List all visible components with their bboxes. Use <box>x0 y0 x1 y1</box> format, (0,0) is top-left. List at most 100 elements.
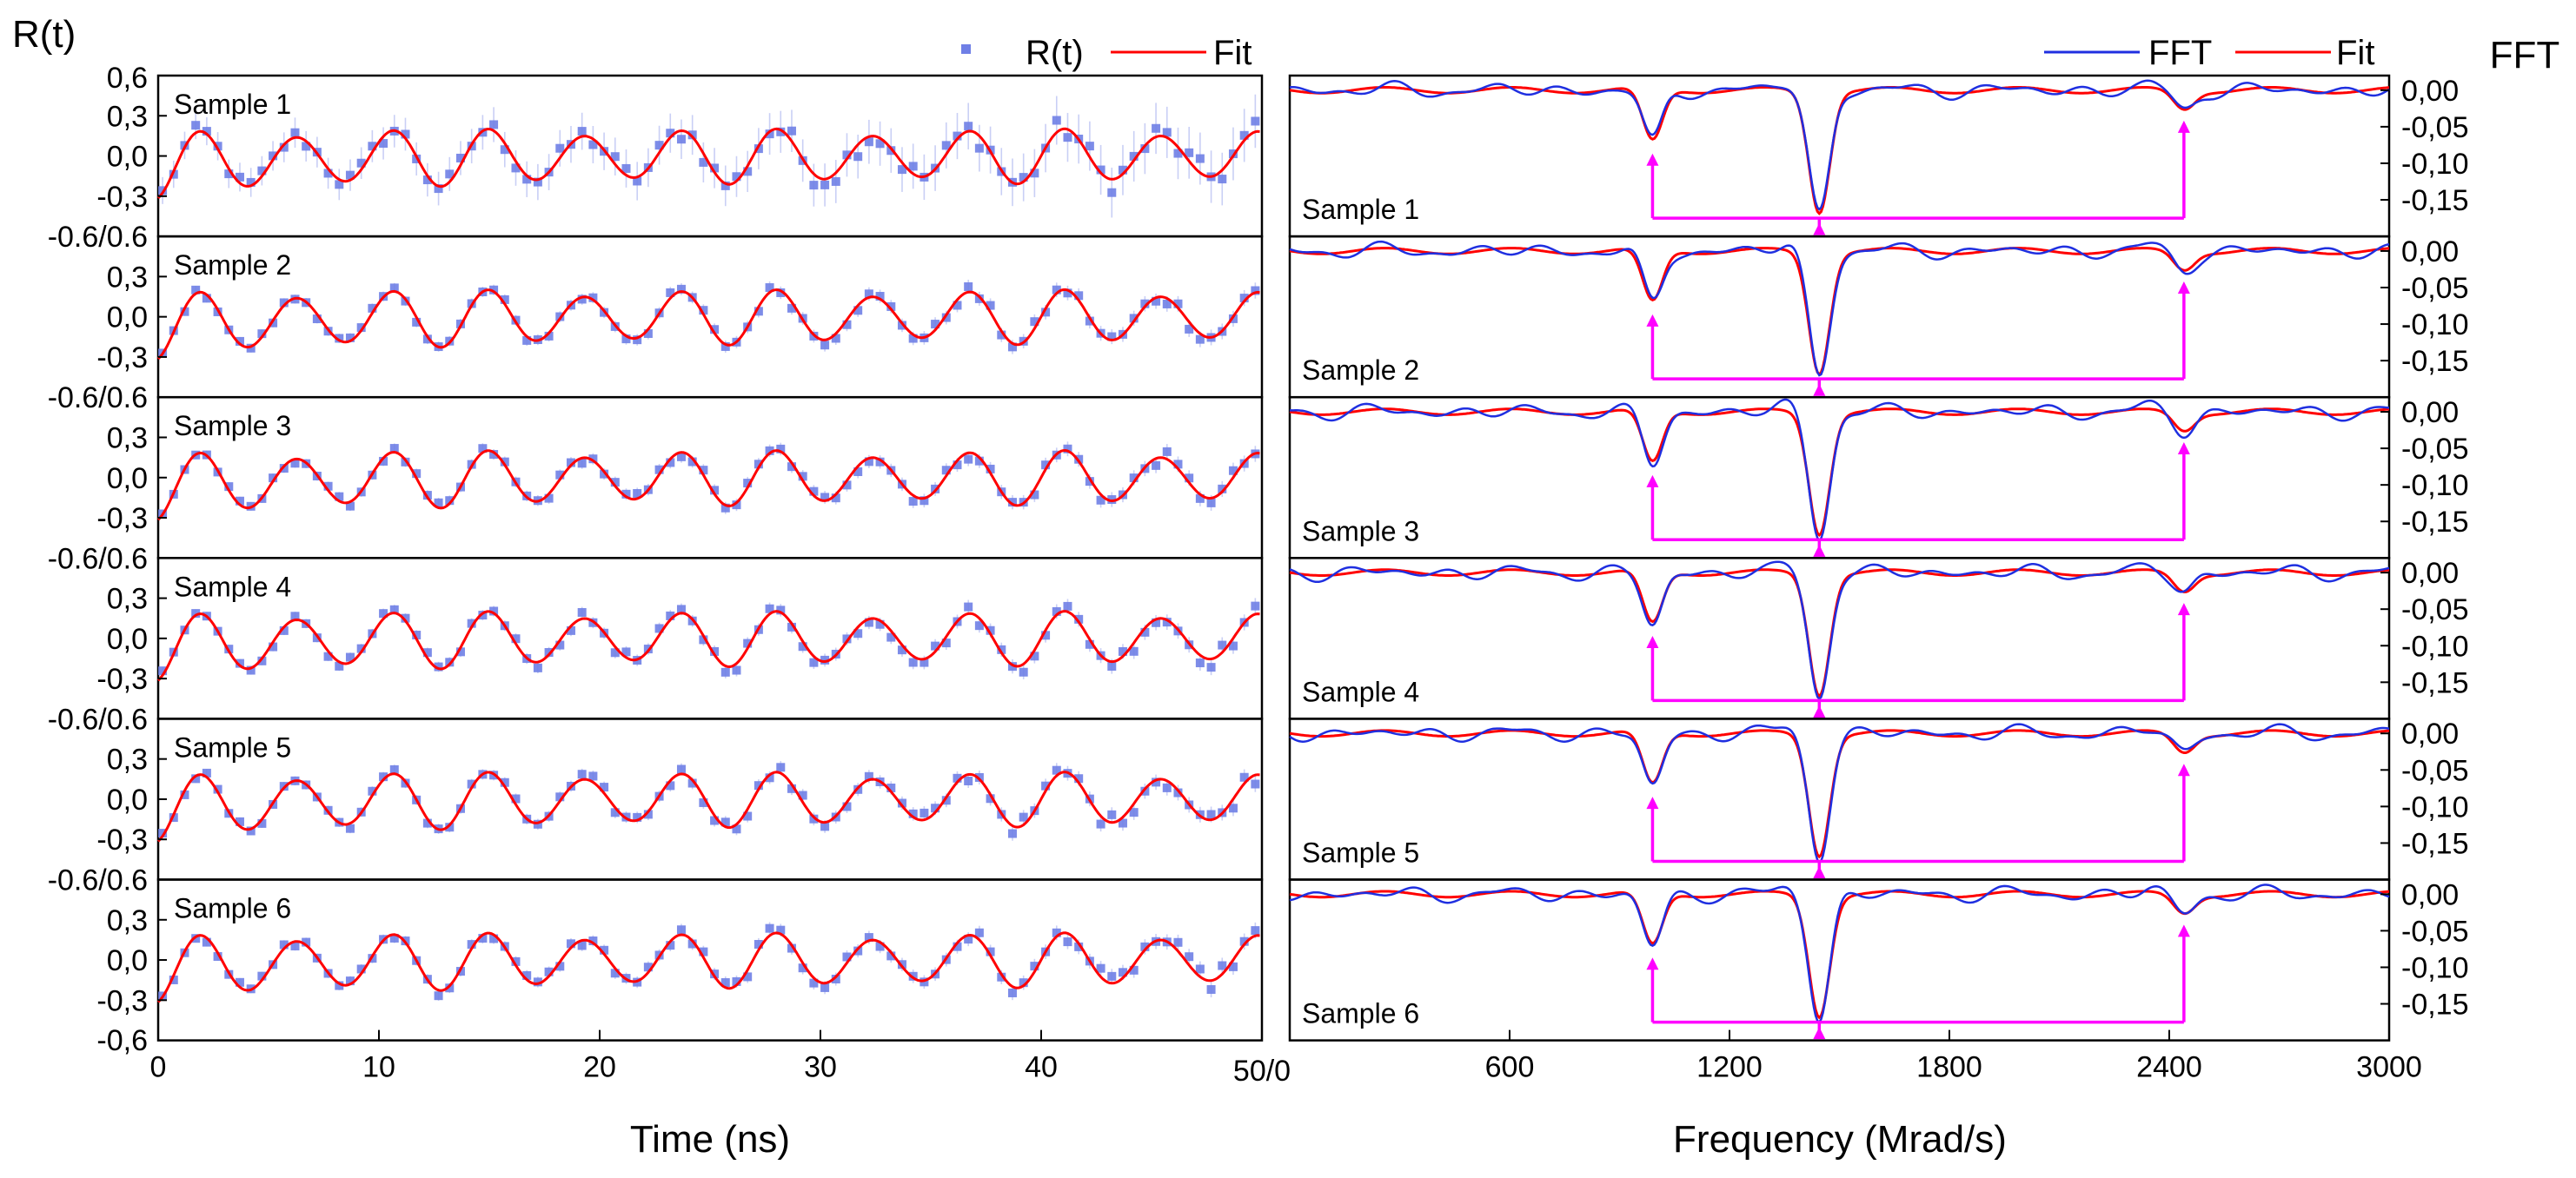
fft-sample-label: Sample 2 <box>1302 354 1419 386</box>
rt-data-point <box>743 167 753 176</box>
rt-data-point <box>323 169 333 178</box>
rt-sample-label: Sample 2 <box>174 249 291 281</box>
rt-data-point <box>533 177 542 187</box>
rt-data-point <box>842 480 852 490</box>
rt-data-point <box>633 335 642 345</box>
rt-data-point <box>489 606 499 616</box>
rt-y-tick-label: 0,3 <box>107 904 148 937</box>
rt-data-point <box>544 648 554 658</box>
fft-y-tick-label: -0,10 <box>2401 308 2469 341</box>
rt-data-point <box>1030 962 1039 971</box>
rt-data-point <box>345 501 355 511</box>
rt-data-point <box>809 181 819 190</box>
rt-data-point <box>1074 942 1084 951</box>
rt-y-tick-label: 0,0 <box>107 623 148 656</box>
rt-data-point <box>765 283 774 293</box>
rt-data-point <box>633 176 642 186</box>
rt-data-point <box>566 458 575 467</box>
rt-data-point <box>169 975 178 984</box>
rt-y-tick-label-boundary: -0.6/0.6 <box>48 864 148 897</box>
rt-data-point <box>522 175 532 184</box>
rt-y-tick-labels: 0,6 -0,6 <box>96 62 148 1057</box>
fft-y-axis-title: FFT <box>2490 34 2560 76</box>
rt-data-point <box>368 142 377 151</box>
rt-data-point <box>666 611 675 620</box>
rt-data-point <box>1030 169 1039 178</box>
fft-y-tick-label: 0,00 <box>2401 878 2459 911</box>
rt-data-point <box>699 797 708 807</box>
rt-data-point <box>1152 618 1161 627</box>
rt-y-tick-label: -0,6 <box>96 1024 148 1057</box>
rt-data-point <box>1118 165 1127 175</box>
rt-data-point <box>180 307 189 316</box>
rt-data-point <box>754 144 763 154</box>
rt-data-points <box>158 279 1260 358</box>
fft-y-tick-label: -0,05 <box>2401 915 2469 948</box>
fft-curve <box>1289 79 2390 211</box>
rt-data-point <box>1107 971 1117 981</box>
rt-data-points <box>158 94 1260 218</box>
fft-arrows <box>1646 442 2190 557</box>
rt-data-point <box>809 658 819 667</box>
fft-legend-label-fit: Fit <box>2336 34 2374 72</box>
rt-data-point <box>379 772 388 782</box>
rt-panel-frame <box>156 395 1264 559</box>
fft-fit-curve <box>1289 86 2390 215</box>
rt-data-point <box>842 802 852 811</box>
rt-data-point <box>864 457 873 467</box>
rt-data-points <box>158 441 1260 519</box>
rt-data-point <box>732 976 741 986</box>
rt-data-point <box>842 320 852 329</box>
rt-data-point <box>279 298 289 308</box>
fft-y-ticks: 0,00-0,05-0,10-0,15 <box>2380 878 2469 1022</box>
rt-data-point <box>1041 460 1051 470</box>
rt-fit-curve <box>156 610 1260 682</box>
fft-x-tick-label: 3000 <box>2356 1051 2422 1084</box>
rt-data-point <box>931 641 940 651</box>
rt-data-point <box>401 613 410 623</box>
rt-data-point <box>489 120 499 129</box>
rt-sample-label: Sample 6 <box>174 893 291 924</box>
rt-data-point <box>257 656 267 665</box>
rt-data-point <box>643 963 653 972</box>
rt-data-point <box>743 479 753 488</box>
rt-data-point <box>257 818 267 828</box>
rt-data-point <box>1096 165 1105 175</box>
rt-data-point <box>798 642 807 652</box>
rt-data-point <box>621 163 631 173</box>
rt-data-point <box>235 496 244 506</box>
rt-data-point <box>676 764 686 774</box>
rt-y-tick-label-boundary: -0.6/0.6 <box>48 703 148 736</box>
rt-data-point <box>279 142 289 152</box>
rt-data-point <box>1063 288 1072 298</box>
rt-y-tick-label: -0,3 <box>96 663 148 696</box>
rt-data-point <box>1195 964 1205 974</box>
rt-data-point <box>787 784 796 793</box>
rt-data-point <box>345 333 355 342</box>
rt-data-point <box>765 773 774 783</box>
rt-data-point <box>345 652 355 662</box>
rt-data-point <box>621 334 631 344</box>
fft-y-tick-label: -0,15 <box>2401 989 2469 1022</box>
rt-data-point <box>1239 294 1249 303</box>
rt-data-point <box>621 647 631 657</box>
rt-data-point <box>1206 498 1216 507</box>
rt-data-point <box>335 334 344 343</box>
rt-data-point <box>831 975 840 984</box>
rt-y-tick-label-boundary: -0.6/0.6 <box>48 542 148 575</box>
rt-data-point <box>533 977 542 987</box>
rt-data-point <box>379 139 388 149</box>
rt-data-point <box>1162 618 1172 627</box>
fft-y-tick-label: -0,05 <box>2401 272 2469 305</box>
fft-panel-frame <box>1288 235 2391 399</box>
rt-data-point <box>776 127 786 136</box>
rt-data-point <box>600 783 609 792</box>
fft-y-ticks: 0,00-0,05-0,10-0,15 <box>2380 557 2469 699</box>
rt-data-point <box>1063 133 1072 142</box>
rt-data-point <box>842 634 852 644</box>
rt-data-point <box>445 496 455 506</box>
rt-data-point <box>1107 332 1117 341</box>
rt-data-point <box>379 456 388 466</box>
rt-data-point <box>986 301 995 310</box>
